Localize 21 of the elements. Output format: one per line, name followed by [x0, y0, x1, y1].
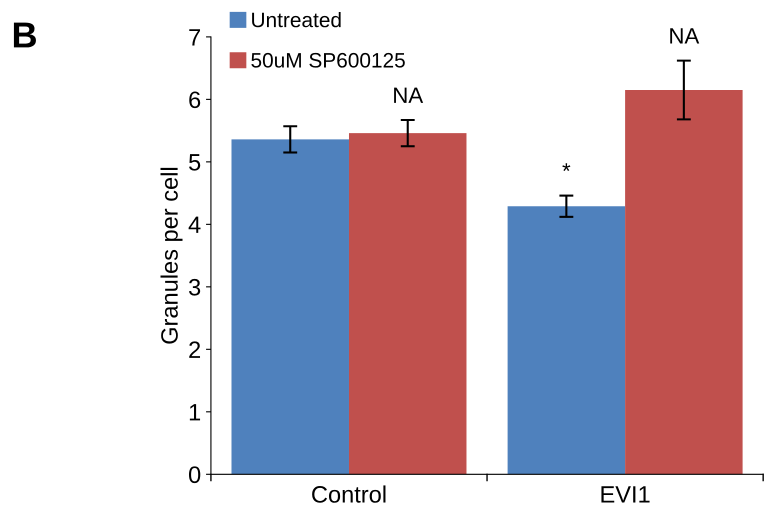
y-tick-label: 5 — [189, 154, 200, 171]
x-tick-label: Control — [312, 485, 386, 503]
bar — [348, 133, 466, 474]
y-tick-label: 4 — [188, 216, 201, 233]
annotation: * — [562, 163, 570, 172]
x-tick-label: EVI1 — [601, 486, 650, 503]
y-tick-label: 3 — [188, 278, 200, 296]
annotation: NA — [394, 88, 424, 103]
y-tick-label: 6 — [189, 91, 200, 108]
bar — [508, 206, 626, 474]
legend-label: Untreated — [252, 12, 341, 28]
chart-title: B — [14, 22, 36, 48]
bar — [231, 139, 349, 474]
annotation: NA — [670, 28, 700, 44]
y-tick-label: 7 — [189, 29, 200, 46]
bar — [625, 90, 743, 474]
legend-label: 50uM SP600125 — [251, 52, 405, 68]
y-tick-label: 2 — [189, 341, 200, 358]
y-tick-label: 1 — [190, 404, 200, 420]
y-tick-label: 0 — [188, 466, 200, 484]
y-axis-title: Granules per cell — [160, 168, 183, 344]
